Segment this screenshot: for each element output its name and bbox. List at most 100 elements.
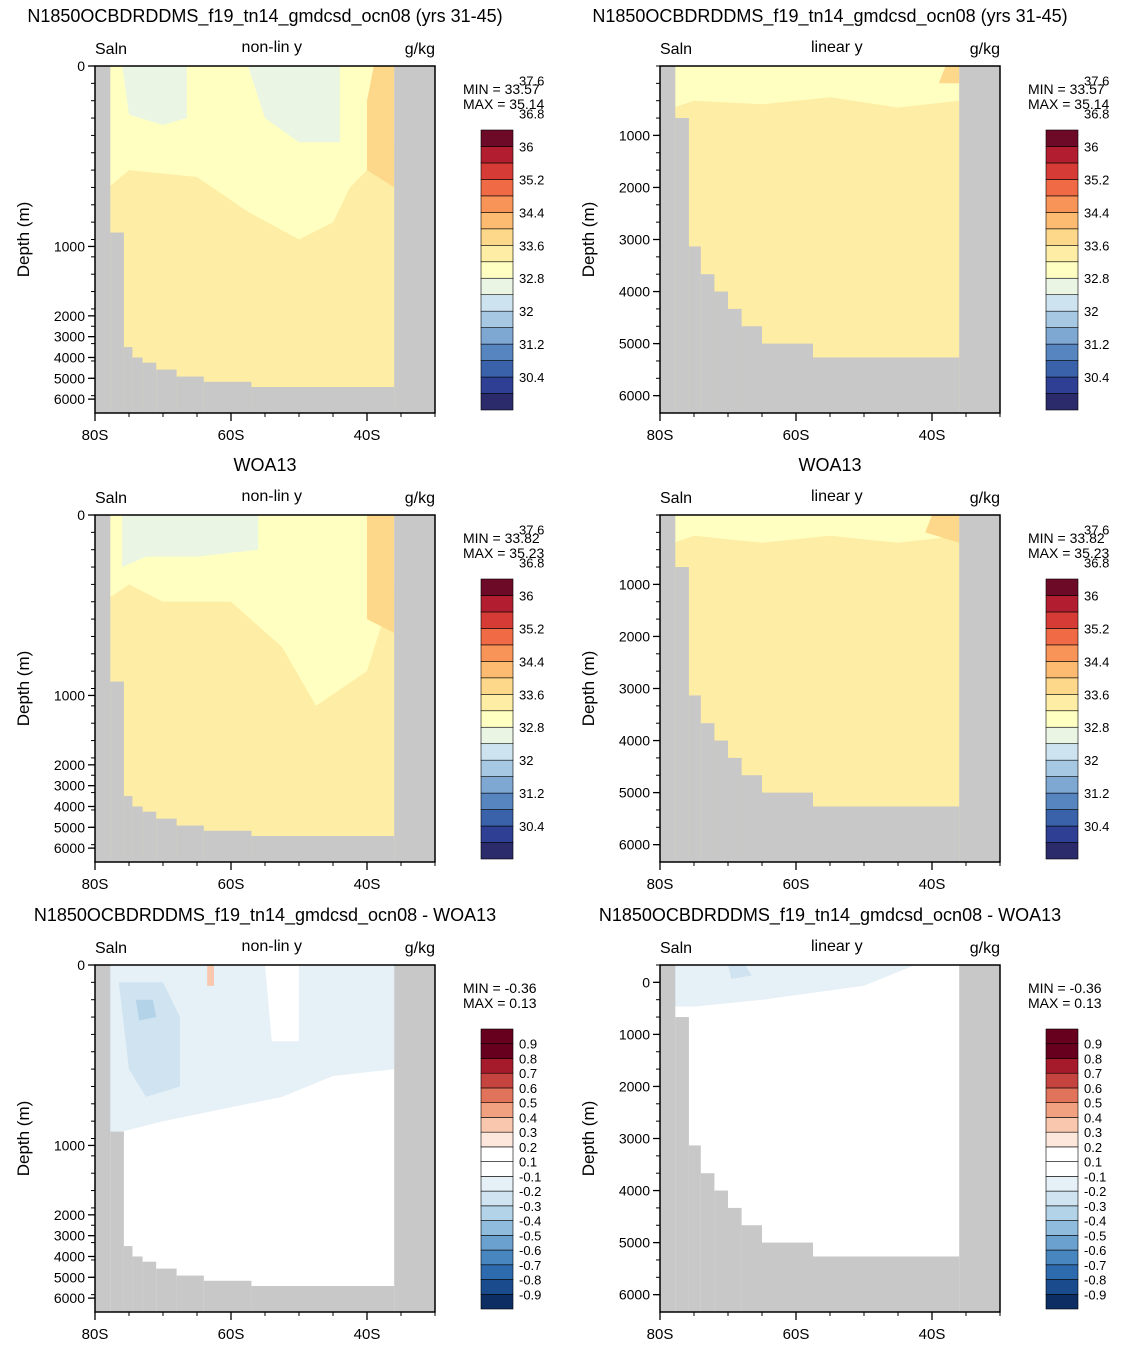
colorbar-box [1045,310,1079,328]
colorbar-box [1045,327,1079,345]
colorbar-box [1045,1205,1079,1221]
colorbar-label: 36.8 [519,556,544,571]
land-cell [675,118,689,414]
colorbar-label: 32 [519,304,533,319]
land-cell [959,66,1000,413]
contour-region [673,66,960,108]
colorbar-box [480,809,514,827]
colorbar-label: -0.9 [1084,1287,1106,1302]
y-tick-label: 3000 [619,681,650,697]
colorbar-label: 0.3 [519,1125,537,1140]
colorbar-box [480,661,514,679]
land-cell [675,1017,689,1312]
land-cell [660,515,676,862]
colorbar-box [480,578,514,596]
colorbar-label: 0.1 [1084,1155,1102,1170]
y-tick-label: 0 [77,58,85,74]
colorbar-box [1045,792,1079,810]
y-tick-label: 2000 [54,1207,85,1223]
colorbar-label: 0.9 [1084,1037,1102,1052]
contour-region [728,965,752,979]
colorbar-label: 0.8 [519,1051,537,1066]
units-label: g/kg [970,940,1000,957]
y-tick-label: 3000 [619,1131,650,1147]
colorbar-box [1045,1072,1079,1089]
colorbar-box [480,1058,514,1074]
colorbar-box [1045,595,1079,613]
colorbar-box [480,146,514,164]
colorbar-box [1045,212,1079,230]
land-cell [110,681,124,862]
colorbar-label: 31.2 [519,337,544,352]
contour-region [108,965,395,1132]
colorbar-box [480,1117,514,1133]
colorbar-box [1045,360,1079,378]
colorbar-label: 37.6 [1084,523,1109,538]
colorbar-label: 0.4 [1084,1110,1102,1125]
land-cell [762,343,813,413]
x-tick-label: 40S [354,1326,381,1343]
y-axis-label: Depth (m) [579,202,598,278]
variable-label: Saln [660,490,692,507]
land-cell [176,1275,204,1312]
y-tick-label: 4000 [619,733,650,749]
y-tick-label: 6000 [54,391,85,407]
scale-label: non-lin y [242,39,302,56]
colorbar-box [1045,343,1079,361]
colorbar-label: 0.2 [519,1140,537,1155]
panel-title: WOA13 [798,455,861,475]
land-cell [741,326,762,413]
colorbar-label: 0.7 [1084,1066,1102,1081]
contour-region [122,515,259,567]
y-tick-label: 5000 [54,819,85,835]
colorbar-box [1045,825,1079,843]
x-tick-label: 80S [647,876,674,893]
y-tick-label: 4000 [619,284,650,300]
colorbar-label: 33.6 [1084,238,1109,253]
land-cell [700,1173,715,1312]
colorbar-box [1045,1131,1079,1148]
colorbar-box [480,393,514,411]
land-cell [176,376,204,413]
colorbar-label: -0.6 [519,1243,541,1258]
colorbar-box [480,1264,514,1280]
min-value: MIN = 33.82 [463,530,540,546]
land-cell [714,740,728,862]
land-cell [688,1145,701,1312]
units-label: g/kg [970,490,1000,507]
colorbar-box [480,825,514,843]
colorbar-box [1045,644,1079,662]
land-cell [728,308,742,413]
colorbar-label: 33.6 [519,238,544,253]
min-value: MIN = -0.36 [463,980,537,996]
colorbar-label: 30.4 [1084,370,1109,385]
colorbar-box [1045,146,1079,164]
colorbar-label: 30.4 [519,819,544,834]
colorbar-box [1045,1190,1079,1207]
colorbar-label: 0.7 [519,1066,537,1081]
y-axis-label: Depth (m) [14,1101,33,1177]
colorbar-box [480,1220,514,1236]
x-tick-label: 40S [919,427,946,444]
colorbar-box [1045,842,1079,860]
colorbar-label: -0.6 [1084,1243,1106,1258]
y-tick-label: 0 [77,957,85,973]
land-cell [95,515,111,862]
colorbar-box [1045,1043,1079,1059]
land-cell [142,362,157,413]
colorbar: 30.4 31.2 32 32.8 33.6 34.4 35.2 36 36.8 37.6 [1045,74,1109,411]
x-tick-label: 60S [218,1326,245,1343]
y-tick-label: 6000 [619,388,650,404]
land-cell [203,1280,252,1312]
colorbar-label: 0.5 [519,1096,537,1111]
colorbar-box [480,1072,514,1089]
y-tick-label: 2000 [619,179,650,195]
colorbar-box [480,710,514,728]
y-tick-label: 3000 [619,232,650,248]
panel-model-lin: N1850OCBDRDDMS_f19_tn14_gmdcsd_ocn08 (yr… [579,6,1110,444]
colorbar-box [1045,1087,1079,1103]
land-cell [741,1225,762,1312]
colorbar-label: 35.2 [1084,172,1109,187]
x-tick-label: 40S [354,427,381,444]
land-cell [132,806,143,862]
